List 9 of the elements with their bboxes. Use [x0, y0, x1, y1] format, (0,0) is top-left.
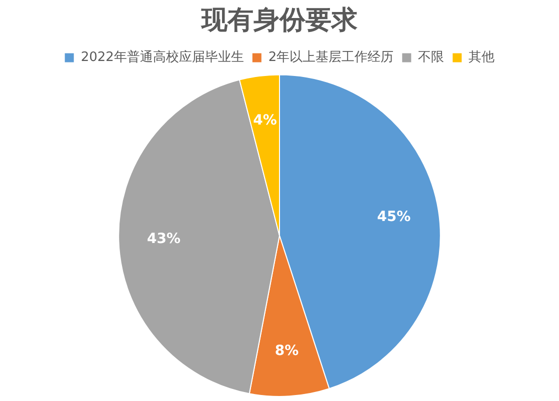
data-label: 45%: [377, 209, 411, 226]
legend-label: 其他: [468, 50, 495, 66]
legend-label: 不限: [418, 50, 444, 66]
data-label: 8%: [274, 342, 299, 359]
legend-label: 2年以上基层工作经历: [268, 50, 394, 66]
data-label: 4%: [253, 112, 277, 128]
data-label: 43%: [146, 230, 180, 247]
chart-title: 现有身份要求: [200, 5, 358, 34]
legend-label: 2022年普通高校应届毕业生: [80, 49, 244, 66]
